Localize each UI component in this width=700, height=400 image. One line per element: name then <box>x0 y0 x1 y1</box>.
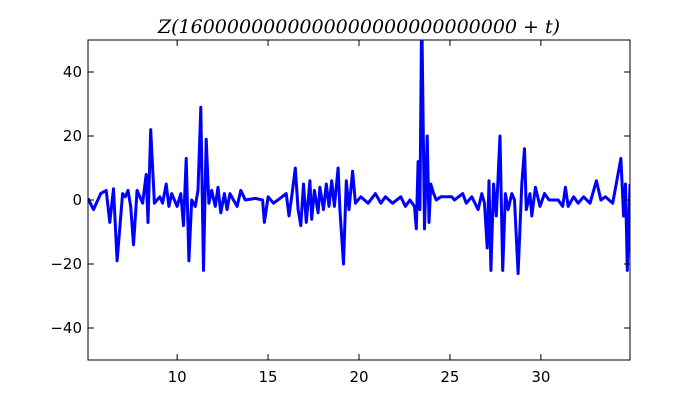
x-tick-label: 10 <box>168 368 187 386</box>
chart-title: Z(1600000000000000000000000000 + t) <box>157 16 560 38</box>
x-tick-label: 20 <box>349 368 368 386</box>
y-tick-label: −20 <box>50 255 82 273</box>
y-tick-label: 20 <box>63 127 82 145</box>
x-tick-label: 25 <box>440 368 459 386</box>
y-tick-label: 0 <box>72 191 82 209</box>
axes-frame <box>87 39 631 361</box>
series-line <box>88 40 630 276</box>
x-tick-label: 15 <box>259 368 278 386</box>
y-tick-label: −40 <box>50 319 82 337</box>
x-tick-label: 30 <box>531 368 550 386</box>
y-tick-label: 40 <box>63 63 82 81</box>
